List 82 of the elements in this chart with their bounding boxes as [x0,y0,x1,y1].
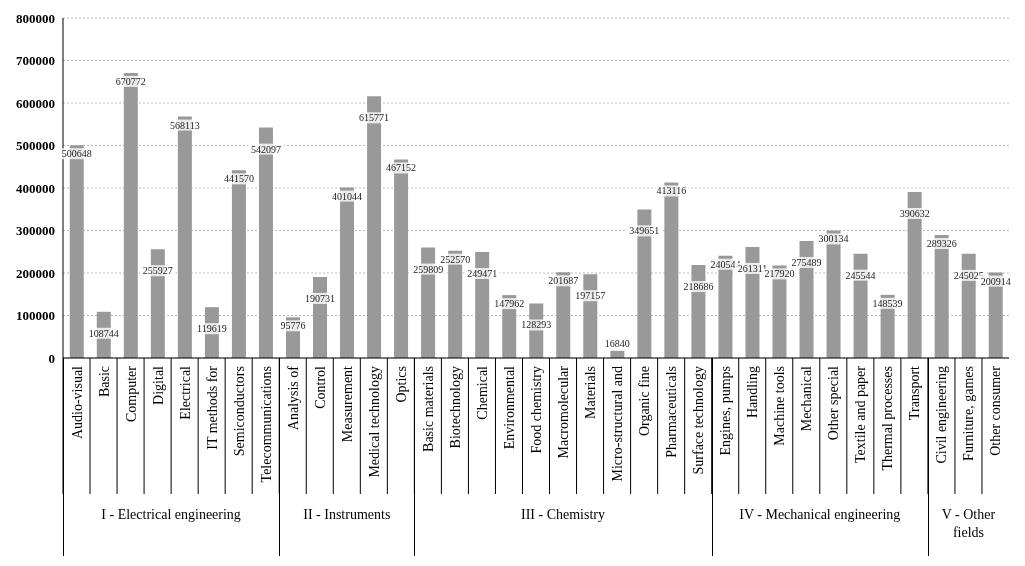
x-tick-label: Machine tools [772,366,788,446]
x-tick-label: Micro-structural and [610,366,626,482]
x-tick-label: Other consumer [988,365,1004,456]
x-tick-label: Optics [393,366,409,403]
data-label: 128293 [521,319,552,331]
y-tick-label: 200000 [16,265,55,281]
data-label: 245544 [845,269,876,281]
data-label: 249471 [467,267,498,279]
y-tick-label: 600000 [16,95,55,111]
text: III - Chemistry [520,506,606,524]
data-label: 275489 [791,256,822,268]
x-tick-label: Engines, pumps [718,366,734,456]
x-tick-label: Food chemistry [529,366,544,454]
x-tick-label: Medical technology [366,366,382,478]
data-label: 190731 [305,292,336,304]
data-label: 197157 [575,290,606,302]
y-tick-label: 500000 [16,138,55,154]
x-tick-label: Environmental [501,365,517,450]
data-label: 300134 [818,233,849,245]
x-tick-label: Other special [826,365,842,441]
x-tick-label: Digital [150,365,166,405]
data-label: 255927 [142,265,173,277]
x-tick-label: Civil engineering [934,366,950,464]
data-label: 441570 [223,173,254,185]
data-label: 245025 [953,269,984,281]
data-label: 201687 [548,275,579,287]
y-tick-label: 100000 [16,308,55,324]
data-label: 218686 [683,281,714,293]
y-tick-label: 0 [48,350,55,366]
data-label: 148539 [872,297,903,309]
x-tick-label: Measurement [339,365,355,443]
x-tick-label: Thermal processes [880,366,896,471]
y-tick-label: 800000 [16,10,55,26]
data-label: 500648 [61,148,92,160]
x-tick-label: Furniture, games [961,366,977,461]
x-tick-label: Transport [907,365,923,420]
x-tick-label: Telecommunications [258,366,274,483]
x-tick-label: Organic fine [637,366,653,437]
y-tick-label: 400000 [16,180,55,196]
x-tick-label: Audio-visual [69,365,85,440]
x-tick-label: Electrical [177,365,193,420]
data-label: 259809 [413,263,444,275]
text: I - Electrical engineering [100,506,242,524]
data-label: 413116 [656,185,687,197]
data-label: 16840 [604,337,630,349]
x-tick-label: Handling [745,366,761,419]
data-label: 289326 [926,238,957,250]
x-tick-label: Computer [123,365,139,422]
data-label: 390632 [899,207,930,219]
x-tick-label: Macromolecular [556,365,572,459]
data-label: 200914 [980,275,1011,287]
data-label: 119619 [197,323,227,335]
data-label: 349651 [629,225,660,237]
y-tick-label: 300000 [16,223,55,239]
data-label: 401044 [332,190,363,202]
x-tick-label: Semiconductors [231,366,247,457]
x-tick-label: Chemical [474,365,490,420]
x-tick-label: Analysis of [285,365,301,431]
text: II - Instruments [302,506,392,524]
x-tick-label: Control [312,365,328,409]
text: IV - Mechanical engineering [738,506,902,524]
y-tick-label: 700000 [16,53,55,69]
data-label: 542097 [250,143,281,155]
data-label: 467152 [386,162,417,174]
x-tick-label: Surface technology [691,366,707,475]
x-tick-label: IT methods for [204,365,220,450]
x-tick-label: Basic [96,366,112,398]
x-tick-label: Textile and paper [853,365,869,463]
data-label: 95776 [280,320,306,332]
x-tick-label: Basic materials [420,366,436,452]
x-tick-label: Pharmaceuticals [664,366,680,458]
data-label: 615771 [359,112,390,124]
text: V - Other fields [940,506,997,542]
data-label: 217920 [764,268,795,280]
x-tick-label: Materials [583,366,599,419]
data-label: 147962 [494,298,525,310]
data-label: 252570 [440,253,471,265]
data-label: 108744 [88,327,119,339]
data-label: 670772 [115,75,146,87]
x-tick-label: Mechanical [799,365,815,432]
data-label: 568113 [170,119,200,131]
x-tick-label: Biotechnology [447,366,463,449]
